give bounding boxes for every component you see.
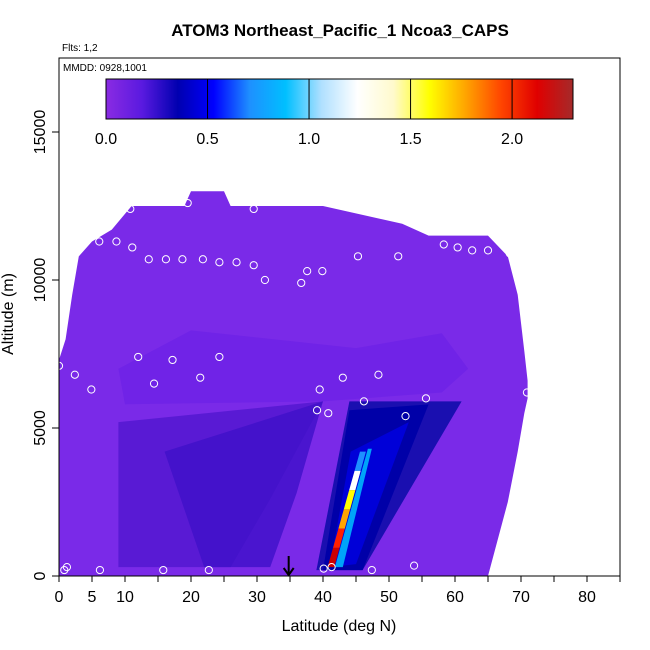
sample-point (232, 258, 241, 267)
sample-point (144, 255, 153, 264)
sample-point (159, 565, 168, 575)
sample-point (367, 565, 376, 575)
colorbar-tick-label: 0.0 (95, 131, 117, 148)
sample-point (260, 275, 270, 285)
x-tick-label: 0 (55, 589, 64, 606)
sample-point (168, 355, 177, 365)
sample-point (359, 397, 369, 406)
sample-point (198, 255, 207, 264)
y-axis-label: Altitude (m) (0, 273, 17, 355)
x-tick-label: 80 (578, 589, 596, 606)
plume-wing-inner (164, 401, 323, 568)
sample-point (128, 243, 137, 252)
colorbar-tick-label: 0.5 (196, 131, 218, 148)
sample-point (505, 249, 514, 258)
sample-point (161, 255, 171, 264)
y-tick-label: 10000 (32, 258, 49, 303)
sample-point (338, 373, 347, 382)
colorbar-tick-label: 1.0 (298, 131, 320, 148)
sample-point (394, 252, 403, 261)
sample-point (134, 352, 143, 362)
sample-point (374, 370, 383, 379)
sample-point (196, 373, 205, 382)
sample-point (70, 370, 79, 379)
sample-point (112, 237, 121, 246)
sample-point (95, 565, 105, 575)
colorbar-tick-label: 2.0 (501, 131, 523, 148)
plot-frame (58, 57, 621, 577)
plume-core-segment (349, 470, 361, 491)
colorbar-tick-label: 1.5 (399, 131, 421, 148)
sample-point (522, 388, 532, 397)
y-tick-label: 5000 (32, 410, 49, 446)
sample-point (327, 563, 336, 572)
y-tick-label: 15000 (32, 110, 49, 155)
plume-core-segment (327, 547, 340, 568)
sample-point (319, 564, 328, 573)
x-tick-label: 5 (88, 589, 97, 606)
chart-title: ATOM3 Northeast_Pacific_1 Ncoa3_CAPS (171, 21, 509, 40)
sample-point (483, 246, 493, 255)
colorbar-ticks: 0.0 0.5 1.0 1.5 2.0 (95, 79, 523, 148)
sample-point (421, 394, 431, 403)
plume-core-segment (333, 528, 345, 548)
x-tick-label: 60 (446, 589, 464, 606)
y-axis: 0 5000 10000 15000 (32, 110, 59, 580)
x-tick-label: 40 (314, 589, 332, 606)
x-tick-label: 20 (182, 589, 200, 606)
colorbar-gradient (105, 78, 574, 120)
sample-point (81, 237, 90, 246)
plume-core-segment (343, 490, 356, 510)
flights-label: Flts: 1,2 (62, 43, 98, 54)
sample-point (249, 204, 258, 214)
sample-point (215, 258, 224, 267)
sample-point (312, 406, 322, 415)
plume-core-segment (354, 451, 366, 471)
sample-points (59, 193, 532, 575)
x-axis: 0 5 10 20 30 40 50 60 70 80 (55, 576, 621, 606)
sample-point (315, 385, 324, 394)
sample-point (249, 261, 258, 270)
plume-fringe (334, 448, 372, 568)
sample-point (62, 563, 72, 572)
plot-area (59, 191, 532, 576)
sample-point (95, 237, 104, 246)
x-tick-label: 30 (248, 589, 266, 606)
sample-point (183, 198, 192, 208)
sample-point (439, 240, 448, 249)
latitude-marker (282, 556, 295, 577)
sample-point (401, 412, 410, 421)
sample-point (303, 267, 312, 276)
sample-point (409, 561, 419, 570)
field-band (118, 330, 469, 405)
sample-point (468, 246, 477, 255)
sample-point (80, 219, 89, 228)
sample-point (204, 565, 213, 575)
x-tick-label: 70 (512, 589, 530, 606)
arrow-head (282, 567, 295, 577)
sample-point (453, 243, 462, 252)
sample-point (215, 352, 224, 362)
sample-point (353, 252, 363, 261)
dates-label: MMDD: 0928,1001 (63, 63, 147, 74)
y-tick-label: 0 (32, 571, 49, 580)
plume-core-segment (338, 509, 351, 529)
x-axis-label: Latitude (deg N) (282, 618, 397, 635)
sample-point (60, 565, 69, 575)
sample-point (297, 278, 306, 288)
sample-point (318, 267, 327, 276)
x-tick-label: 10 (116, 589, 134, 606)
x-tick-label: 50 (380, 589, 398, 606)
sample-point (324, 409, 333, 418)
sample-point (126, 204, 135, 214)
sample-point (87, 385, 96, 394)
plume-layer (118, 401, 462, 571)
sample-point (230, 193, 239, 202)
colorbar: 0.0 0.5 1.0 1.5 2.0 (95, 78, 574, 148)
sample-point (149, 379, 159, 388)
sample-point (178, 255, 187, 264)
